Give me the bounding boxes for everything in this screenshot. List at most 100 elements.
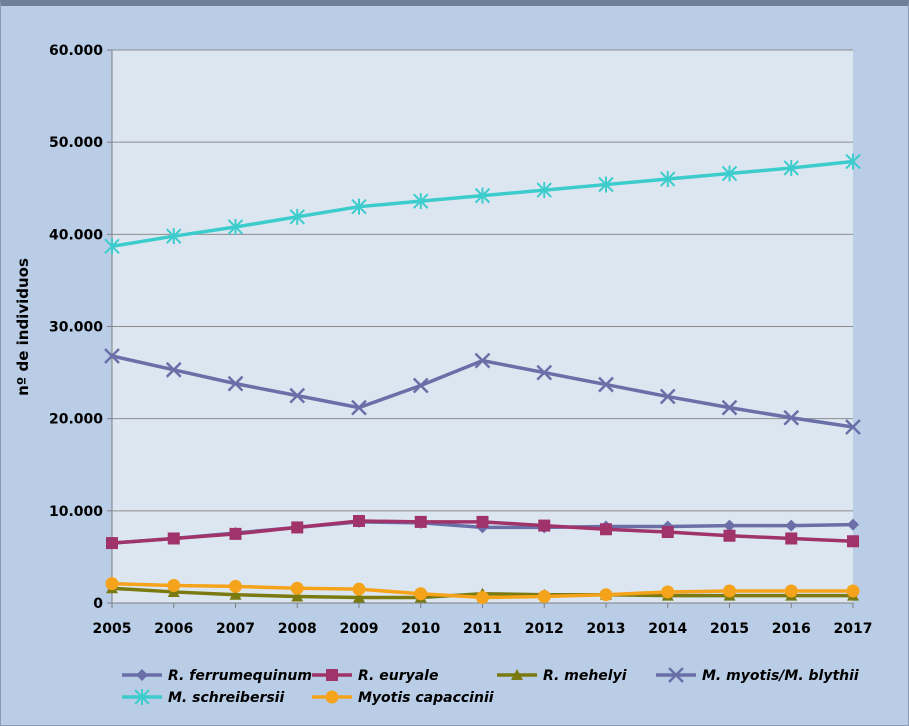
data-point (536, 182, 552, 199)
data-point (353, 514, 365, 527)
data-point (105, 577, 119, 591)
y-tick-label: 20.000 (49, 412, 103, 428)
data-point (353, 591, 365, 603)
legend-item: Myotis capaccinii (312, 690, 494, 706)
data-point (413, 193, 429, 210)
x-tick-label: 2016 (772, 621, 811, 637)
data-point (289, 387, 306, 404)
data-point (723, 584, 736, 598)
legend-marker (134, 689, 150, 705)
data-point (785, 532, 798, 545)
legend-label: R. mehelyi (543, 668, 627, 684)
x-tick-label: 2008 (278, 621, 317, 637)
series-2 (106, 514, 859, 550)
data-point (289, 208, 305, 225)
data-point (538, 519, 551, 532)
data-point (351, 198, 367, 215)
x-tick-label: 2010 (401, 621, 440, 637)
legend-item: R. euryale (312, 668, 438, 684)
y-tick-label: 50.000 (49, 135, 103, 151)
series-5 (104, 153, 861, 255)
legend-marker (511, 669, 523, 680)
x-tick-label: 2011 (463, 621, 502, 637)
data-point (847, 535, 859, 548)
data-point (537, 590, 551, 604)
data-point (846, 584, 860, 598)
y-tick-label: 0 (93, 596, 103, 612)
x-tick-label: 2015 (710, 621, 749, 637)
data-point (659, 388, 676, 405)
data-point (723, 529, 736, 542)
data-point (352, 582, 366, 596)
data-point (598, 376, 614, 393)
legend-label: M. schreibersii (168, 690, 284, 706)
data-point (474, 352, 491, 369)
x-tick-label: 2013 (587, 621, 626, 637)
data-point (106, 537, 118, 550)
y-axis-label: nº de individuos (14, 258, 32, 396)
data-point (600, 523, 612, 536)
x-tick-label: 2005 (93, 621, 132, 637)
data-point (721, 399, 738, 416)
data-point (166, 228, 182, 245)
legend: R. ferrumequinum R. euryale R. mehelyi M. m… (122, 667, 859, 706)
x-tick-label: 2017 (834, 621, 873, 637)
legend-label: R. euryale (358, 668, 438, 684)
data-point (104, 348, 120, 364)
x-tick-labels: 2005 2006 2007 2008 2009 2010 2011 2012 2013 2014… (93, 621, 873, 637)
legend-label: M. myotis/M. blythii (702, 668, 859, 684)
y-tick-labels: 0 10.000 20.000 30.000 40.000 50.000 60.000 (49, 43, 103, 612)
data-point (290, 581, 304, 595)
legend-item: R. ferrumequinum (122, 668, 312, 684)
data-point (414, 587, 428, 601)
legend-marker (326, 669, 338, 681)
data-point (661, 526, 674, 539)
data-point (227, 218, 244, 235)
data-point (847, 518, 859, 531)
legend-label: R. ferrumequinum (168, 668, 312, 684)
data-point (723, 519, 736, 532)
legend-marker (136, 669, 148, 681)
legend-item: M. schreibersii (122, 689, 284, 706)
data-point (412, 377, 429, 394)
data-point (167, 532, 180, 545)
data-point (227, 375, 244, 392)
legend-label: Myotis capaccinii (358, 690, 494, 706)
x-tick-label: 2014 (648, 621, 687, 637)
data-point (598, 176, 614, 193)
x-tick-label: 2012 (525, 621, 564, 637)
data-point (414, 515, 427, 528)
data-point (536, 364, 553, 381)
data-point (661, 585, 675, 599)
y-tick-label: 60.000 (49, 43, 103, 59)
data-point (291, 521, 304, 534)
grid-lines (107, 49, 853, 604)
y-tick-label: 40.000 (49, 227, 103, 243)
legend-item: R. mehelyi (497, 668, 627, 684)
x-tick-label: 2006 (154, 621, 193, 637)
data-point (474, 187, 491, 204)
y-tick-label: 30.000 (49, 320, 103, 336)
data-point (845, 153, 861, 170)
data-point (167, 578, 181, 592)
legend-item: M. myotis/M. blythii (656, 667, 859, 684)
legend-marker (668, 667, 684, 683)
data-point (783, 159, 799, 176)
series-4 (104, 348, 861, 435)
data-point (229, 579, 242, 593)
data-point (845, 419, 861, 435)
data-point (599, 588, 613, 602)
data-point (476, 515, 489, 528)
series-6 (105, 577, 860, 604)
data-point (104, 238, 120, 255)
data-point (784, 584, 798, 598)
data-point (351, 399, 367, 416)
data-point (783, 409, 800, 426)
y-tick-label: 10.000 (49, 504, 103, 520)
data-point (291, 590, 304, 602)
data-point (165, 361, 182, 378)
data-point (785, 519, 798, 532)
legend-marker (325, 690, 339, 704)
data-point (476, 590, 489, 604)
